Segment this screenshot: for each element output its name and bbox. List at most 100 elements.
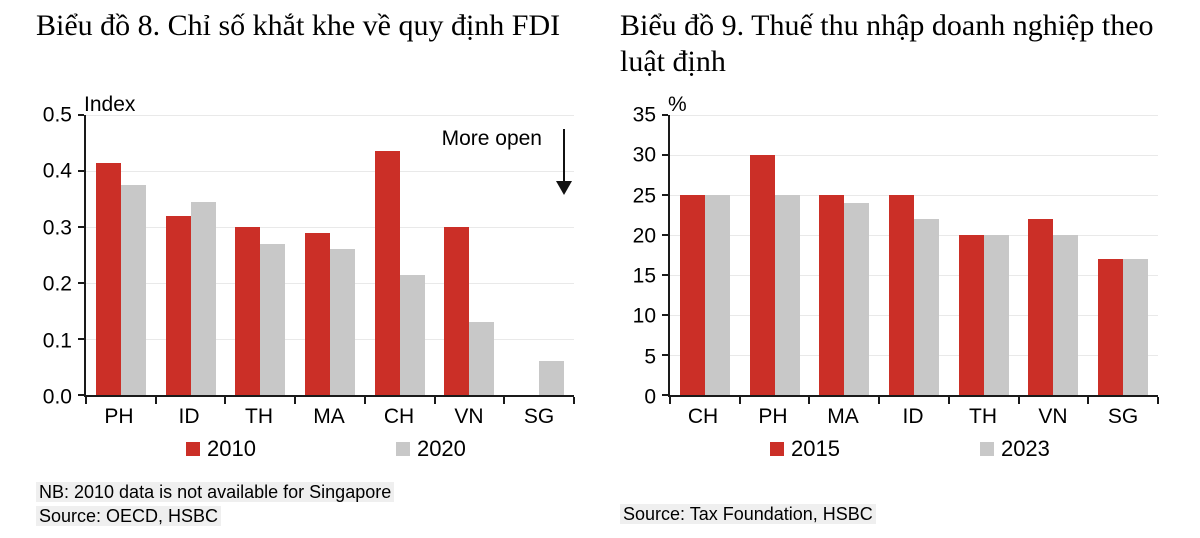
- bar-ph-2023: [774, 195, 800, 395]
- bar-vn-2020: [469, 322, 495, 395]
- gridline: [86, 171, 574, 172]
- legend-label-2010: 2010: [207, 436, 256, 461]
- y-tick-mark: [662, 394, 668, 396]
- y-tick-label: 35: [632, 103, 656, 127]
- legend-label-2015: 2015: [791, 436, 840, 461]
- y-tick-mark: [662, 354, 668, 356]
- bar-groups: [86, 115, 574, 395]
- x-label-ma: MA: [827, 405, 859, 428]
- x-tick-mark: [1017, 397, 1020, 404]
- gridline: [86, 115, 574, 116]
- y-axis: 0 5 10 15 20 25 30 35: [620, 105, 668, 408]
- x-label-vn: VN: [454, 405, 484, 428]
- arrow-line: [563, 129, 565, 181]
- plot-area: [662, 114, 1159, 404]
- gridline: [670, 155, 1158, 156]
- y-tick-mark: [662, 114, 668, 116]
- x-label-th: TH: [969, 405, 997, 428]
- more-open-annotation: More open: [442, 127, 572, 195]
- bar-group-sg: [1088, 115, 1158, 395]
- chart-title: Biểu đồ 8. Chỉ số khắt khe về quy định F…: [36, 9, 561, 42]
- bar-groups: [670, 115, 1158, 395]
- bar-group-vn: [435, 115, 505, 395]
- source-text: Source: Tax Foundation, HSBC: [620, 503, 1195, 527]
- bar-group-id: [156, 115, 226, 395]
- bar-group-ch: [365, 115, 435, 395]
- x-tick-mark: [224, 397, 227, 404]
- y-tick-label: 0.4: [42, 159, 72, 183]
- x-tick-mark: [947, 397, 950, 404]
- chart-notes: NB: 2010 data is not available for Singa…: [36, 481, 611, 529]
- legend-swatch-2010: [186, 442, 200, 456]
- bar-id-2015: [889, 195, 915, 395]
- bar-group-ma: [295, 115, 365, 395]
- x-label-vn: VN: [1038, 405, 1068, 428]
- chart-notes: Source: Tax Foundation, HSBC: [620, 503, 1195, 527]
- bar-ma-2023: [844, 203, 870, 395]
- bar-vn-2023: [1053, 235, 1079, 395]
- bar-group-ph: [740, 115, 810, 395]
- bar-ph-2020: [120, 185, 146, 395]
- y-tick-mark: [78, 338, 84, 340]
- bar-group-ph: [86, 115, 156, 395]
- y-tick-label: 0.1: [42, 329, 72, 353]
- legend-label-2023: 2023: [1000, 436, 1050, 461]
- x-tick-mark: [808, 397, 811, 404]
- bar-id-2020: [190, 201, 216, 395]
- bar-group-th: [225, 115, 295, 395]
- legend-swatch-2023: [979, 442, 994, 456]
- x-tick-mark: [85, 397, 87, 404]
- plot-row: 0 5 10 15 20 25 30 35: [633, 105, 1159, 408]
- x-label-id: ID: [902, 405, 924, 428]
- x-tick-mark: [1157, 397, 1159, 404]
- x-tick-mark: [363, 397, 366, 404]
- y-tick-mark: [662, 193, 668, 196]
- legend-entry-2023: 2023: [979, 436, 1050, 461]
- bar-chart: Index 0.0 0.1 0.2 0.3 0.4 0.5 More open PH ID T…: [36, 88, 611, 529]
- bar-group-id: [879, 115, 949, 395]
- y-tick-label: 0.3: [42, 216, 72, 240]
- bar-vn-2010: [444, 227, 470, 395]
- gridline: [670, 115, 1158, 116]
- x-axis: CH PH MA ID TH VN SG: [668, 397, 1158, 428]
- y-axis: 0.0 0.1 0.2 0.3 0.4 0.5: [36, 105, 84, 408]
- x-tick-mark: [503, 397, 506, 404]
- y-axis-unit-label: Index: [84, 93, 136, 116]
- bar-th-2010: [235, 227, 261, 395]
- chart-panel-corporate-tax: Biểu đồ 9. Thuế thu nhập doanh nghiệp th…: [620, 0, 1195, 538]
- bar-group-th: [949, 115, 1019, 395]
- x-tick-mark: [294, 397, 297, 404]
- legend-entry-2015: 2015: [770, 437, 840, 461]
- x-tick-mark: [573, 397, 575, 404]
- y-tick-label: 30: [632, 143, 656, 167]
- x-label-sg: SG: [1107, 405, 1139, 428]
- bar-ch-2015: [679, 195, 705, 395]
- bar-ch-2010: [374, 151, 400, 395]
- legend: 2010 2020: [186, 436, 611, 462]
- bar-ma-2015: [819, 195, 845, 395]
- y-tick-mark: [78, 282, 84, 284]
- legend-swatch-2020: [395, 442, 410, 456]
- bar-sg-2015: [1098, 259, 1124, 395]
- x-axis: PH ID TH MA CH VN SG: [84, 397, 574, 428]
- chart-panel-fdi-restrictiveness: Biểu đồ 8. Chỉ số khắt khe về quy định F…: [36, 0, 611, 538]
- x-label-ch: CH: [383, 405, 415, 428]
- x-label-ph: PH: [758, 405, 788, 428]
- y-tick-label: 20: [632, 224, 656, 248]
- bar-ma-2020: [330, 249, 356, 395]
- chart-title: Biểu đồ 9. Thuế thu nhập doanh nghiệp th…: [620, 9, 1154, 78]
- y-tick-label: 15: [632, 264, 656, 288]
- highlighted-text: NB: 2010 data is not available for Singa…: [36, 482, 395, 502]
- legend-swatch-2015: [770, 442, 784, 456]
- legend: 2015 2023: [770, 436, 1195, 462]
- legend-entry-2020: 2020: [395, 437, 466, 461]
- plot-row: 0.0 0.1 0.2 0.3 0.4 0.5 More open: [43, 105, 575, 408]
- x-label-ma: MA: [313, 405, 345, 428]
- arrow-head: [556, 181, 572, 195]
- y-tick-mark: [662, 234, 668, 236]
- source-text: Source: OECD, HSBC: [36, 505, 611, 529]
- y-tick-mark: [662, 273, 668, 276]
- bar-id-2023: [914, 219, 940, 395]
- bar-ch-2020: [399, 274, 425, 395]
- bar-group-vn: [1019, 115, 1089, 395]
